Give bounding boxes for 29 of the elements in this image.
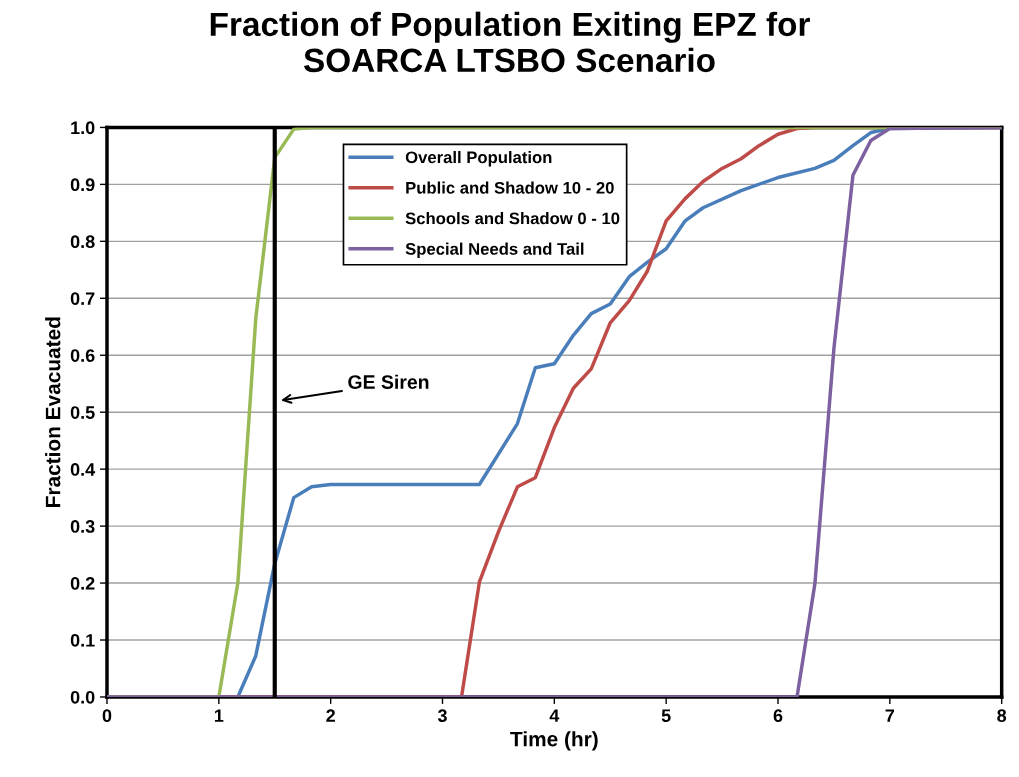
y-tick-label: 0.7	[70, 292, 95, 306]
y-tick-label: 0.1	[70, 633, 95, 647]
y-axis-title: Fraction Evacuated	[45, 317, 61, 507]
x-axis-title: Time (hr)	[510, 731, 598, 751]
x-tick-label: 1	[214, 709, 224, 722]
x-tick-label: 0	[102, 709, 112, 723]
legend-label: Overall Population	[405, 150, 552, 167]
legend-label: Schools and Shadow 0 - 10	[405, 212, 620, 225]
ref-line-label: GE Siren	[348, 374, 429, 389]
y-tick-label: 0.4	[70, 463, 96, 476]
y-tick-label: 0.8	[70, 235, 95, 249]
y-tick-label: 0.9	[70, 178, 95, 192]
y-tick-label: 0.3	[70, 520, 95, 533]
x-tick-label: 8	[997, 709, 1007, 723]
x-tick-label: 3	[437, 709, 447, 723]
y-tick-label: 1.0	[71, 121, 95, 135]
line-series	[107, 127, 1002, 697]
legend-label: Public and Shadow 10 - 20	[406, 181, 614, 194]
x-tick-label: 4	[549, 709, 560, 722]
y-tick-label: 0.2	[70, 577, 95, 590]
y-tick-label: 0.0	[70, 690, 95, 704]
y-tick-label: 0.6	[70, 349, 95, 362]
x-tick-label: 7	[885, 709, 895, 722]
x-tick-label: 6	[773, 709, 783, 723]
chart-title: Fraction of Population Exiting EPZ for SOARCA LTSBO Scenario	[210, 11, 810, 73]
legend-label: Special Needs and Tail	[405, 242, 584, 259]
y-tick-label: 0.5	[70, 406, 95, 419]
x-tick-label: 5	[661, 709, 671, 723]
x-tick-label: 2	[326, 709, 335, 722]
